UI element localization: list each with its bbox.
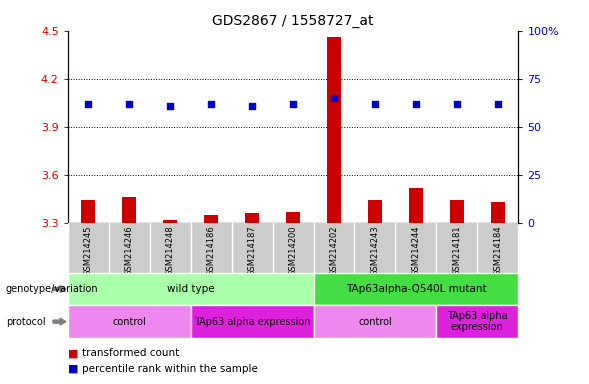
Point (370, 101, 380, 107)
Bar (286, 212, 300, 223)
Bar (368, 200, 382, 223)
Bar (81, 200, 95, 223)
Point (84, 101, 93, 107)
Bar (409, 187, 423, 223)
Text: GSM214186: GSM214186 (207, 225, 216, 276)
Bar (327, 37, 341, 223)
Bar (68, 305, 191, 338)
Text: transformed count: transformed count (82, 348, 180, 358)
Text: genotype/variation: genotype/variation (6, 284, 98, 294)
Text: GSM214246: GSM214246 (125, 225, 134, 276)
Text: control: control (112, 316, 146, 327)
Text: GSM214181: GSM214181 (452, 225, 461, 276)
Point (247, 103, 257, 109)
Point (289, 101, 298, 107)
Point (166, 103, 175, 109)
Bar (68, 273, 313, 305)
Bar (436, 305, 518, 338)
Bar (450, 200, 464, 223)
Point (493, 101, 502, 107)
Bar (313, 273, 518, 305)
Text: TAp63 alpha
expression: TAp63 alpha expression (447, 311, 508, 333)
Point (411, 101, 421, 107)
Point (329, 95, 339, 101)
Bar (191, 305, 313, 338)
Point (206, 101, 216, 107)
Text: GSM214187: GSM214187 (247, 225, 257, 276)
Text: GSM214184: GSM214184 (494, 225, 502, 276)
Text: percentile rank within the sample: percentile rank within the sample (82, 364, 259, 374)
Bar (163, 220, 177, 223)
Bar (122, 197, 136, 223)
Text: ■: ■ (68, 348, 78, 358)
Point (124, 101, 134, 107)
Text: ■: ■ (68, 364, 78, 374)
Bar (204, 215, 219, 223)
Text: GSM214248: GSM214248 (166, 225, 175, 276)
Point (452, 101, 462, 107)
Title: GDS2867 / 1558727_at: GDS2867 / 1558727_at (212, 14, 374, 28)
Text: GSM214202: GSM214202 (329, 225, 339, 276)
Text: TAp63alpha-Q540L mutant: TAp63alpha-Q540L mutant (346, 284, 487, 294)
Bar (245, 213, 259, 223)
Bar (313, 305, 436, 338)
Text: GSM214245: GSM214245 (84, 225, 92, 276)
Text: protocol: protocol (6, 316, 45, 327)
Text: TAp63 alpha expression: TAp63 alpha expression (194, 316, 310, 327)
Text: GSM214200: GSM214200 (289, 225, 297, 276)
Text: control: control (358, 316, 392, 327)
Bar (491, 202, 505, 223)
Text: GSM214243: GSM214243 (370, 225, 379, 276)
Text: GSM214244: GSM214244 (411, 225, 421, 276)
Text: wild type: wild type (167, 284, 214, 294)
